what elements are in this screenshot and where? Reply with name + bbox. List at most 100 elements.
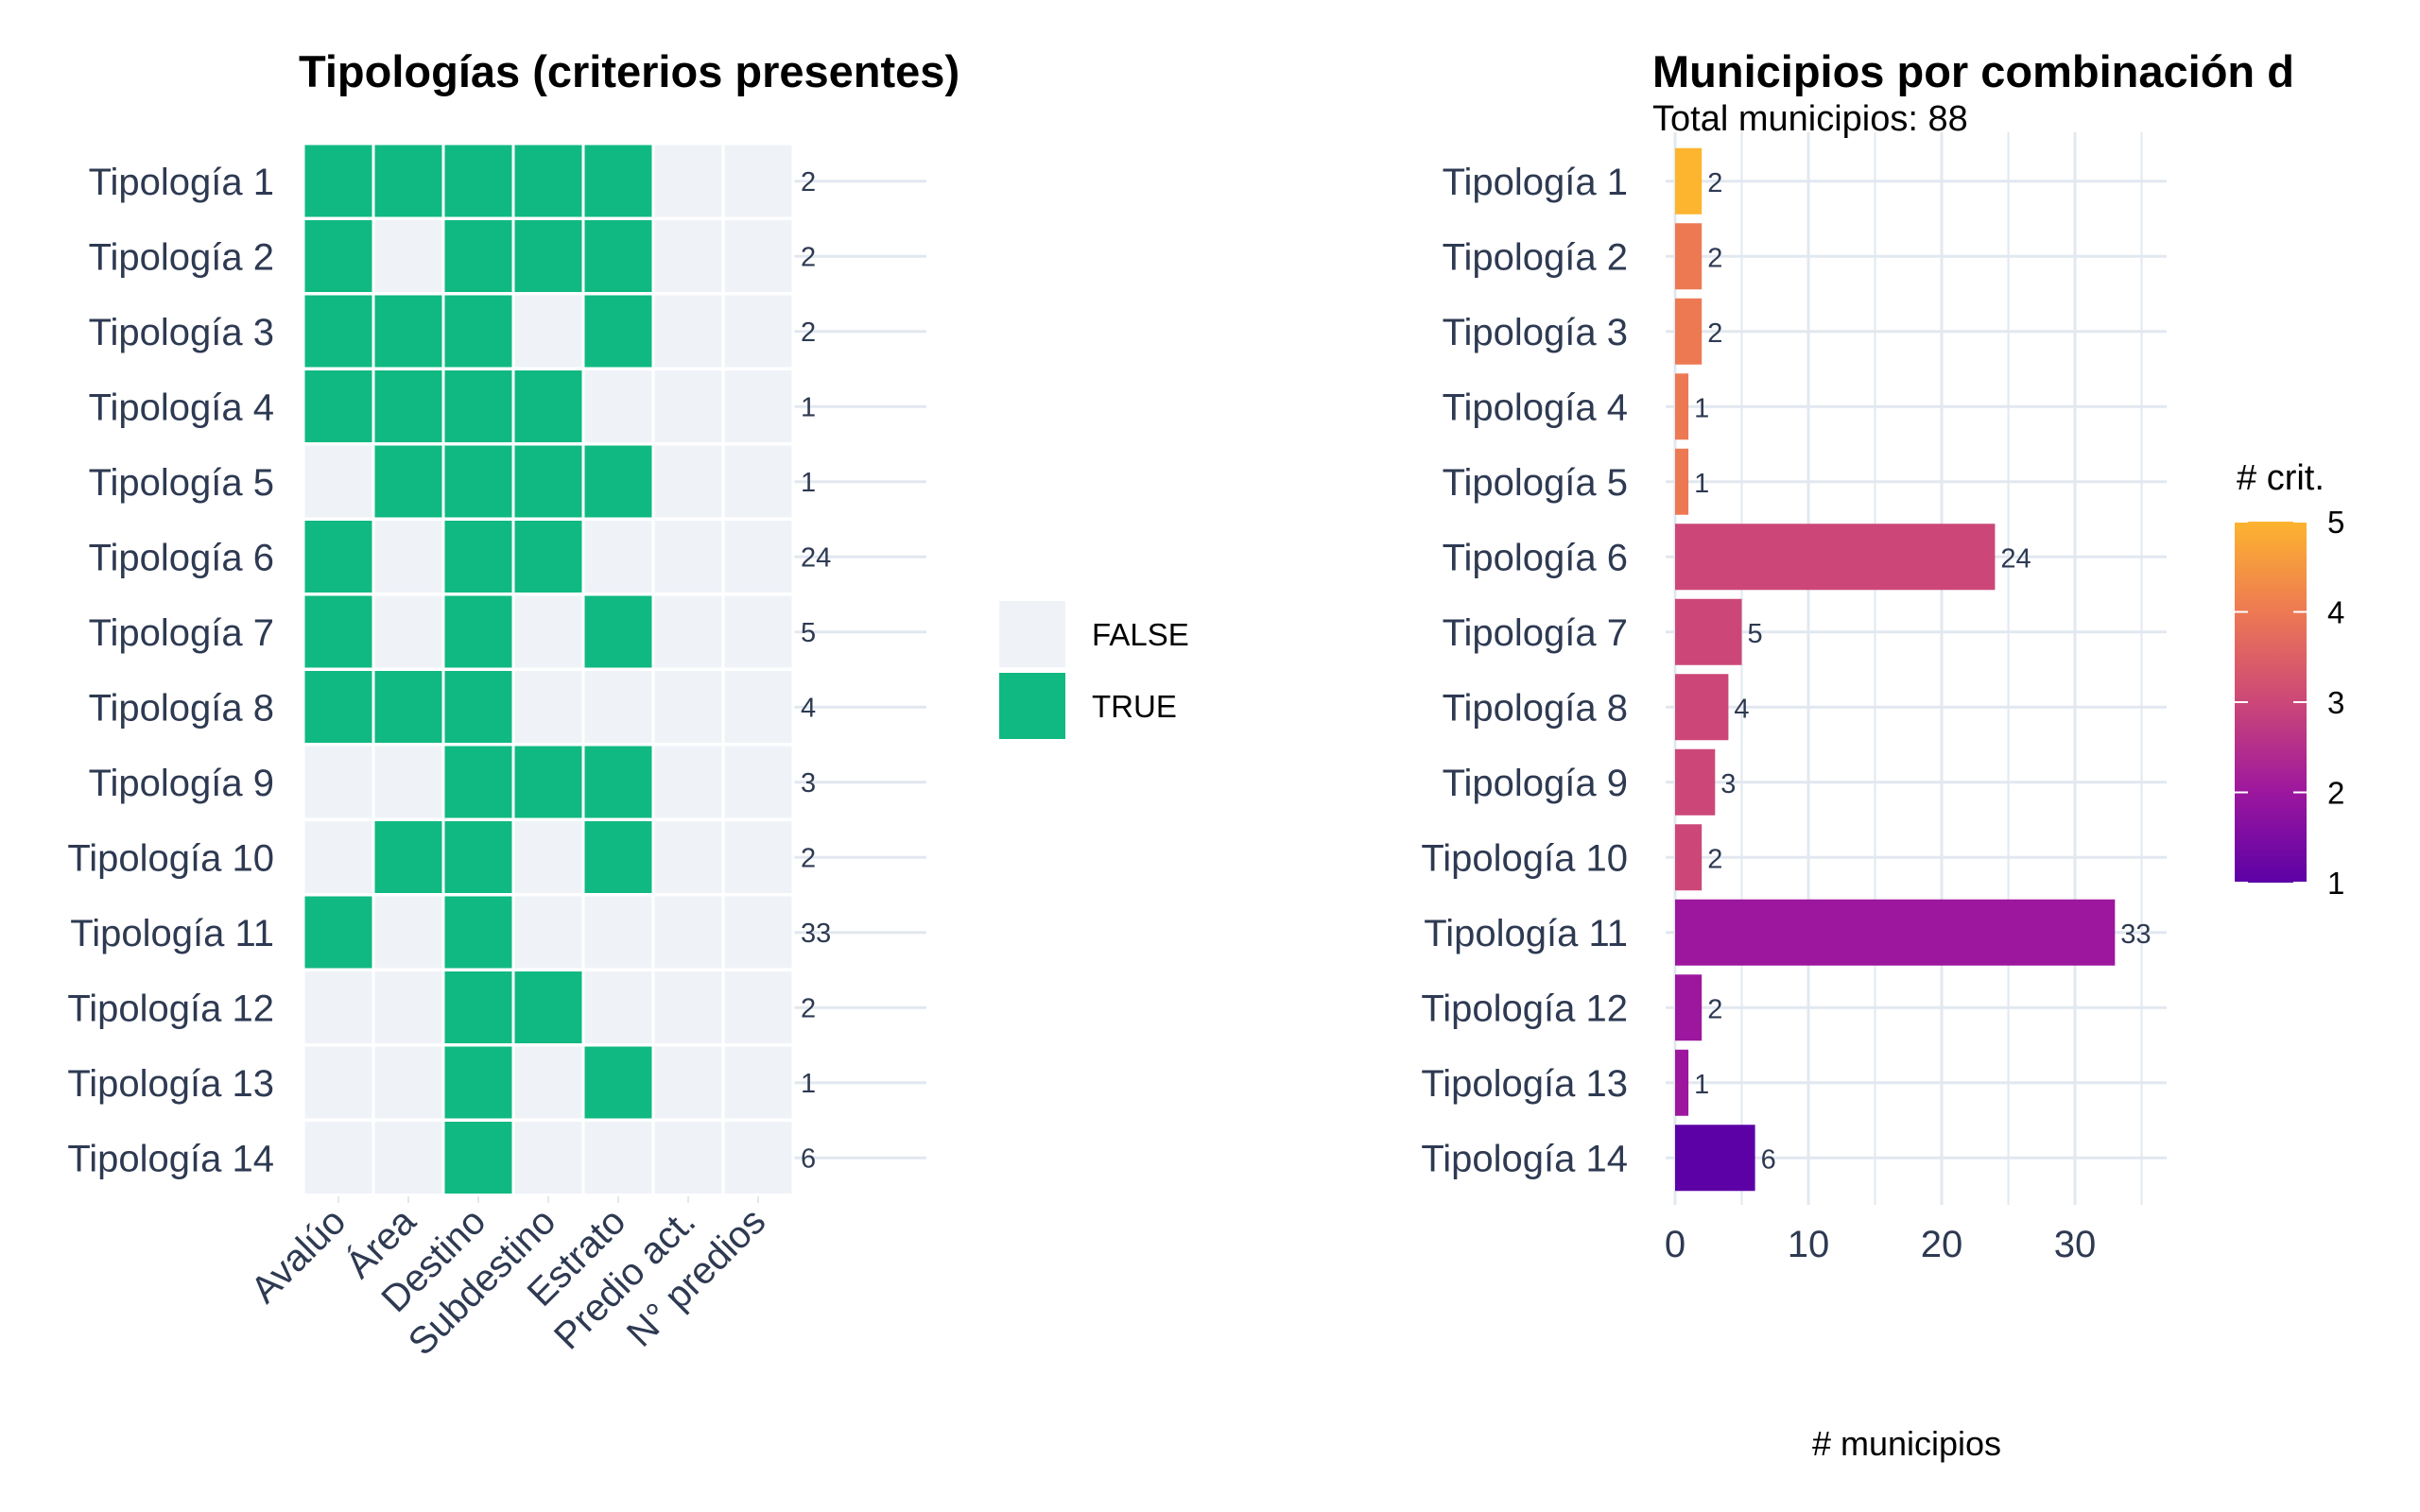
heatmap-cell: [721, 1043, 795, 1122]
heatmap-cell: [581, 743, 655, 821]
heatmap-cell: [581, 518, 655, 595]
heatmap-cell: [441, 668, 515, 746]
heatmap-row-label: Tipología 9: [89, 763, 274, 804]
heatmap-cell: [441, 142, 515, 220]
heatmap-count-label: 1: [801, 392, 816, 422]
bar-chart-title: Municipios por combinación d: [1652, 46, 2294, 96]
heatmap-cell: [302, 217, 375, 295]
bar-x-tick-label: 0: [1665, 1224, 1685, 1265]
heatmap-row-label: Tipología 10: [67, 837, 274, 879]
heatmap-row-label: Tipología 5: [89, 462, 274, 504]
heatmap-cell: [721, 593, 795, 671]
heatmap-count-labels: 2 2 2 1 1 24 5 4 3 2 33 2 1 6: [801, 167, 831, 1175]
heatmap-cell: [302, 142, 375, 220]
heatmap-cells: [302, 142, 795, 1196]
heatmap-cell: [511, 1043, 585, 1122]
bar-value-label: 1: [1694, 469, 1709, 499]
heatmap-cell: [441, 593, 515, 671]
heatmap-cell: [441, 518, 515, 595]
heatmap-cell: [511, 818, 585, 896]
heatmap-cell: [651, 668, 725, 746]
heatmap-row-label: Tipología 14: [67, 1138, 274, 1179]
bar: [1675, 974, 1703, 1041]
bar-series: [1675, 147, 2116, 1192]
heatmap-cell: [302, 442, 375, 521]
heatmap-cell: [302, 518, 375, 595]
heatmap-count-label: 2: [801, 242, 816, 272]
heatmap-cell: [441, 743, 515, 821]
heatmap-cell: [372, 593, 445, 671]
bar-value-label: 2: [1707, 844, 1722, 874]
bar-category-label: Tipología 5: [1443, 462, 1628, 504]
heatmap-cell: [302, 743, 375, 821]
bar-x-tick-label: 20: [1921, 1224, 1963, 1265]
heatmap-cell: [511, 442, 585, 521]
heatmap-cell: [511, 668, 585, 746]
bar-category-label: Tipología 11: [1424, 913, 1628, 954]
legend-swatch: [999, 673, 1065, 739]
heatmap-row-labels: Tipología 1 Tipología 2 Tipología 3 Tipolog…: [67, 162, 274, 1180]
heatmap-cell: [441, 442, 515, 521]
heatmap-count-label: 1: [801, 1069, 816, 1099]
bar: [1675, 373, 1689, 440]
bar-value-label: 1: [1694, 1070, 1709, 1100]
heatmap-count-label: 4: [801, 693, 816, 723]
heatmap-cell: [511, 1119, 585, 1196]
colorbar-legend: # crit. 1 2 3 4 5: [2235, 458, 2344, 901]
heatmap-cell: [441, 893, 515, 971]
bar: [1675, 598, 1742, 665]
heatmap-cell: [372, 368, 445, 445]
bar-category-label: Tipología 1: [1443, 162, 1628, 203]
heatmap-cell: [511, 893, 585, 971]
heatmap-cell: [581, 442, 655, 521]
heatmap-cell: [581, 368, 655, 445]
bar-x-tick-label: 30: [2054, 1224, 2097, 1265]
heatmap-cell: [651, 893, 725, 971]
heatmap-row-label: Tipología 13: [67, 1063, 274, 1105]
heatmap-cell: [511, 518, 585, 595]
bar-category-label: Tipología 6: [1443, 537, 1628, 578]
heatmap-cell: [651, 292, 725, 370]
heatmap-panel: Tipologías (criterios presentes) Tipolog…: [67, 46, 1188, 1364]
colorbar-tick-label: 1: [2327, 866, 2344, 901]
heatmap-cell: [372, 217, 445, 295]
bar-value-label: 6: [1761, 1144, 1776, 1175]
bar: [1675, 899, 2116, 966]
bar-category-label: Tipología 10: [1421, 837, 1628, 879]
heatmap-cell: [651, 142, 725, 220]
heatmap-cell: [372, 668, 445, 746]
bar-category-labels: Tipología 1 Tipología 2 Tipología 3 Tipolog…: [1421, 162, 1628, 1180]
bar-category-label: Tipología 12: [1421, 988, 1628, 1029]
heatmap-cell: [721, 292, 795, 370]
heatmap-cell: [651, 217, 725, 295]
heatmap-cell: [651, 969, 725, 1046]
heatmap-cell: [441, 1119, 515, 1196]
heatmap-cell: [581, 969, 655, 1046]
bar-category-label: Tipología 2: [1443, 236, 1628, 278]
bar-panel: Municipios por combinación d Total munic…: [1421, 46, 2344, 1463]
bar: [1675, 223, 1703, 290]
heatmap-cell: [302, 818, 375, 896]
heatmap-cell: [721, 668, 795, 746]
heatmap-cell: [581, 818, 655, 896]
bar-category-label: Tipología 7: [1443, 612, 1628, 654]
heatmap-cell: [372, 893, 445, 971]
bar-value-label: 2: [1707, 318, 1722, 349]
heatmap-cell: [302, 368, 375, 445]
heatmap-cell: [721, 1119, 795, 1196]
colorbar-tick-label: 5: [2327, 505, 2344, 540]
heatmap-title: Tipologías (criterios presentes): [299, 46, 959, 96]
heatmap-cell: [581, 1119, 655, 1196]
bar-gridlines: [1666, 132, 2167, 1205]
bar-value-label: 2: [1707, 168, 1722, 198]
bar: [1675, 448, 1689, 515]
heatmap-count-label: 5: [801, 618, 816, 648]
heatmap-count-label: 2: [801, 318, 816, 348]
bar-category-label: Tipología 4: [1443, 387, 1628, 428]
heatmap-cell: [651, 593, 725, 671]
heatmap-cell: [302, 593, 375, 671]
bar-value-label: 5: [1748, 619, 1763, 649]
heatmap-cell: [721, 893, 795, 971]
bar: [1675, 824, 1703, 891]
heatmap-cell: [511, 217, 585, 295]
